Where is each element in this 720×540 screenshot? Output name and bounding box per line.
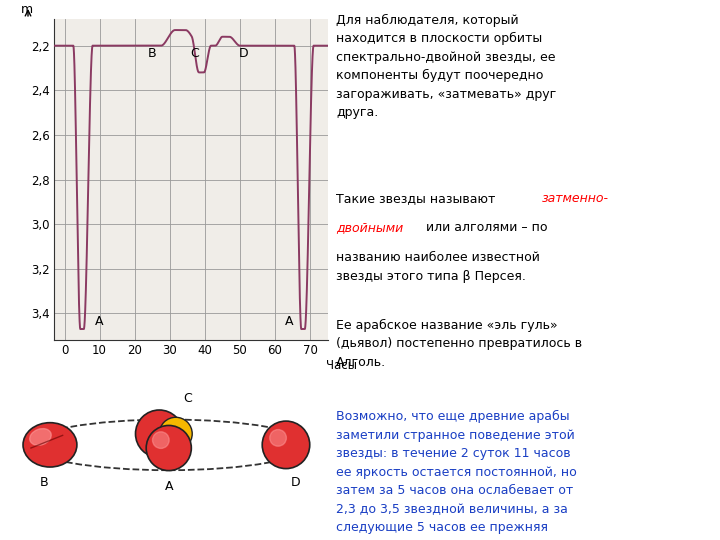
Circle shape [135, 410, 183, 457]
Text: Ее арабское название «эль гуль»
(дьявол) постепенно превратилось в
Алголь.: Ее арабское название «эль гуль» (дьявол)… [336, 319, 582, 369]
Text: затменно-: затменно- [542, 192, 609, 205]
Text: m: m [21, 3, 33, 16]
Circle shape [159, 417, 192, 450]
Circle shape [153, 432, 169, 448]
Circle shape [262, 421, 310, 469]
Text: C: C [190, 47, 199, 60]
Ellipse shape [23, 423, 77, 467]
Text: D: D [291, 476, 300, 489]
Text: A: A [285, 315, 293, 328]
Text: Для наблюдателя, который
находится в плоскости орбиты
спектрально-двойной звезды: Для наблюдателя, который находится в пло… [336, 14, 557, 119]
Ellipse shape [30, 429, 51, 446]
Text: B: B [148, 47, 156, 60]
Text: B: B [40, 476, 48, 489]
Text: названию наиболее известной
звезды этого типа β Персея.: названию наиболее известной звезды этого… [336, 251, 540, 282]
Text: двойными: двойными [336, 221, 404, 234]
Circle shape [270, 429, 287, 446]
Text: Возможно, что еще древние арабы
заметили странное поведение этой
звезды: в течен: Возможно, что еще древние арабы заметили… [336, 410, 577, 540]
Text: A: A [95, 315, 104, 328]
X-axis label: Часы: Часы [325, 360, 357, 373]
Text: D: D [238, 47, 248, 60]
Text: или алголями – по: или алголями – по [423, 221, 548, 234]
Text: C: C [184, 392, 192, 404]
Text: A: A [164, 480, 173, 492]
Circle shape [146, 426, 192, 470]
Text: Такие звезды называют: Такие звезды называют [336, 192, 500, 205]
